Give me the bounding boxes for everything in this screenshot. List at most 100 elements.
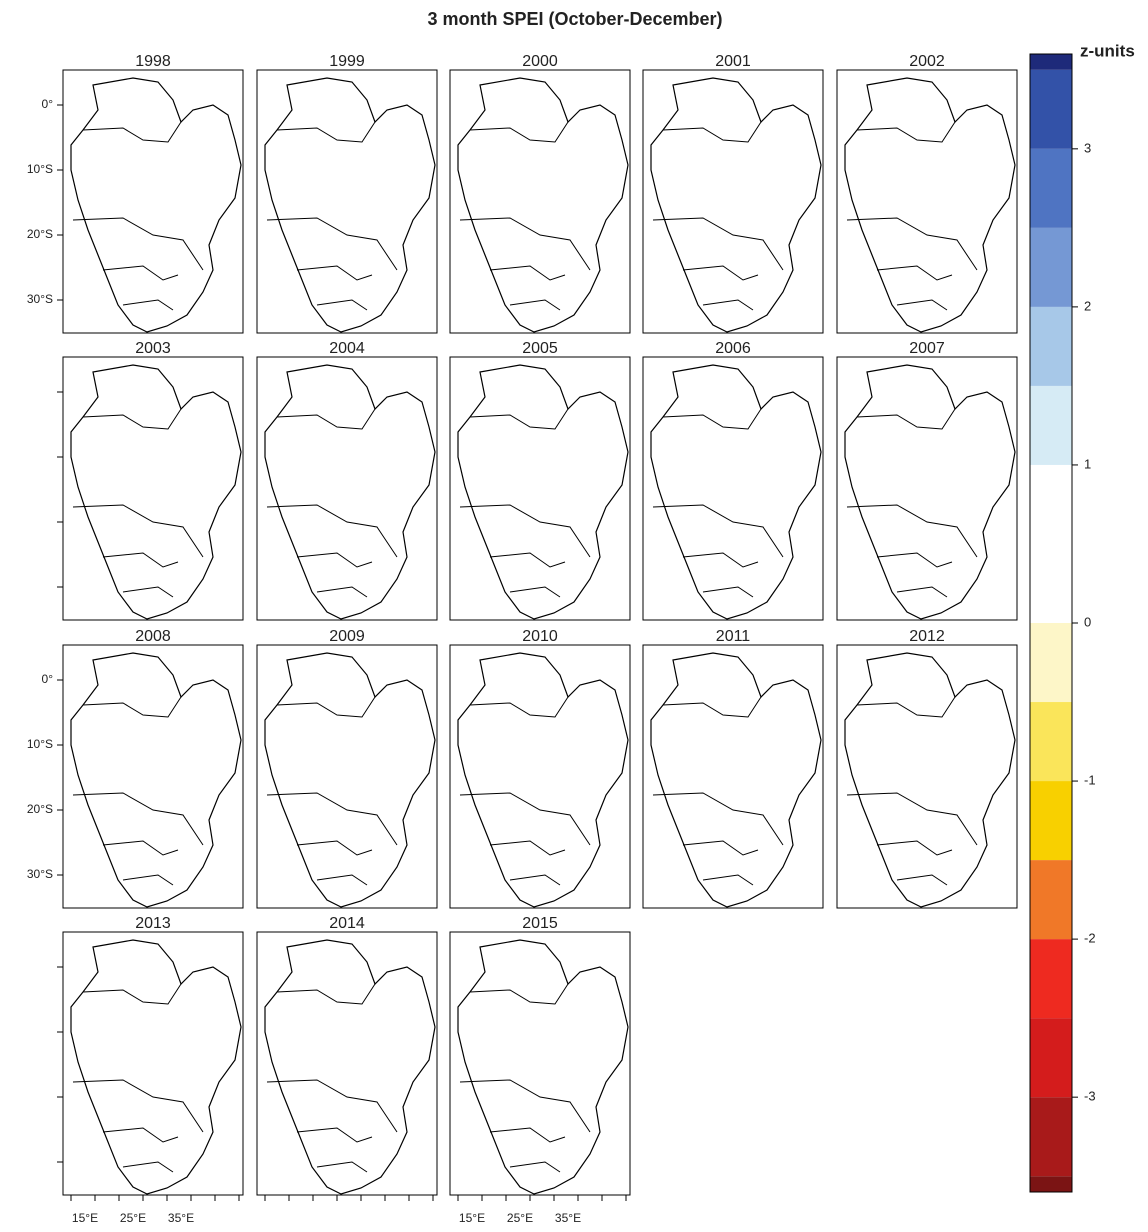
country-border (82, 696, 182, 718)
coastline (457, 939, 629, 1195)
panel-year: 2010 (522, 628, 558, 645)
coastline (70, 939, 242, 1195)
country-border (662, 408, 762, 430)
country-border (896, 874, 948, 886)
panel-frame (62, 931, 244, 1196)
colorbar-tick-label: 0 (1084, 614, 1091, 629)
country-border (82, 408, 182, 430)
panel-year: 2007 (909, 340, 945, 357)
country-border (316, 1161, 368, 1173)
map-panel: 2007 (836, 340, 1018, 621)
lon-label: 35°E (555, 1211, 581, 1225)
lat-label: 10°S (27, 737, 53, 751)
country-border (102, 1127, 179, 1143)
country-border (296, 265, 373, 281)
country-border (82, 983, 182, 1005)
panel-frame (256, 931, 438, 1196)
panel-year: 2005 (522, 340, 558, 357)
country-border (276, 983, 376, 1005)
country-border (469, 121, 569, 143)
panel-frame (449, 69, 631, 334)
panel-year: 2002 (909, 53, 945, 70)
country-border (652, 504, 784, 558)
lon-label: 25°E (507, 1211, 533, 1225)
panel-frame (836, 356, 1018, 621)
country-border (896, 586, 948, 598)
country-border (682, 265, 759, 281)
country-border (856, 408, 956, 430)
country-border (316, 299, 368, 311)
country-border (72, 792, 204, 846)
panel-year: 2004 (329, 340, 365, 357)
panel-year: 2001 (715, 53, 751, 70)
lat-label: 30°S (27, 292, 53, 306)
country-border (876, 552, 953, 568)
colorbar-band (1030, 702, 1072, 782)
map-panel: 2004 (256, 340, 438, 621)
colorbar-band (1030, 1097, 1072, 1177)
map-panel: 2015 15°E 25°E 35°E (449, 915, 631, 1225)
map-panel: 2012 (836, 628, 1018, 909)
country-border (266, 1079, 398, 1133)
country-border (856, 121, 956, 143)
country-border (296, 1127, 373, 1143)
colorbar-band (1030, 385, 1072, 465)
country-border (266, 217, 398, 271)
country-border (459, 792, 591, 846)
lat-label: 20°S (27, 802, 53, 816)
country-border (489, 1127, 566, 1143)
lon-label: 15°E (72, 1211, 98, 1225)
country-border (459, 1079, 591, 1133)
country-border (489, 552, 566, 568)
panel-frame (62, 356, 244, 621)
panel-year: 2014 (329, 915, 365, 932)
map-panel: 2010 (449, 628, 631, 909)
colorbar-band (1030, 1176, 1072, 1192)
country-border (846, 792, 978, 846)
panel-year: 1999 (329, 53, 365, 70)
colorbar-band (1030, 860, 1072, 940)
lat-label: 0° (42, 97, 54, 111)
country-border (316, 874, 368, 886)
colorbar-band (1030, 306, 1072, 386)
panel-year: 2000 (522, 53, 558, 70)
panel-year: 2003 (135, 340, 171, 357)
map-panel: 2011 (642, 628, 824, 909)
coastline (457, 652, 629, 908)
country-border (72, 504, 204, 558)
country-border (702, 299, 754, 311)
lat-label: 30°S (27, 867, 53, 881)
lon-label: 25°E (120, 1211, 146, 1225)
map-panel: 2000 (449, 53, 631, 334)
map-panel: 2001 (642, 53, 824, 334)
country-border (702, 586, 754, 598)
panel-frame (642, 644, 824, 909)
country-border (72, 217, 204, 271)
panel-frame (449, 356, 631, 621)
panel-year: 2011 (716, 628, 751, 645)
colorbar-band (1030, 69, 1072, 149)
panel-frame (836, 69, 1018, 334)
colorbar-band (1030, 148, 1072, 228)
country-border (509, 586, 561, 598)
colorbar-band (1030, 939, 1072, 1019)
country-border (652, 792, 784, 846)
colorbar-tick-label: -1 (1084, 772, 1096, 787)
country-border (122, 299, 174, 311)
colorbar-band (1030, 464, 1072, 544)
country-border (509, 299, 561, 311)
map-panel: 2005 (449, 340, 631, 621)
panel-frame (256, 644, 438, 909)
country-border (122, 1161, 174, 1173)
coastline (264, 939, 436, 1195)
map-panel: 2002 (836, 53, 1018, 334)
panel-frame (642, 356, 824, 621)
colorbar-band (1030, 543, 1072, 623)
country-border (469, 983, 569, 1005)
country-border (266, 504, 398, 558)
country-border (662, 696, 762, 718)
country-border (296, 840, 373, 856)
country-border (296, 552, 373, 568)
country-border (459, 217, 591, 271)
